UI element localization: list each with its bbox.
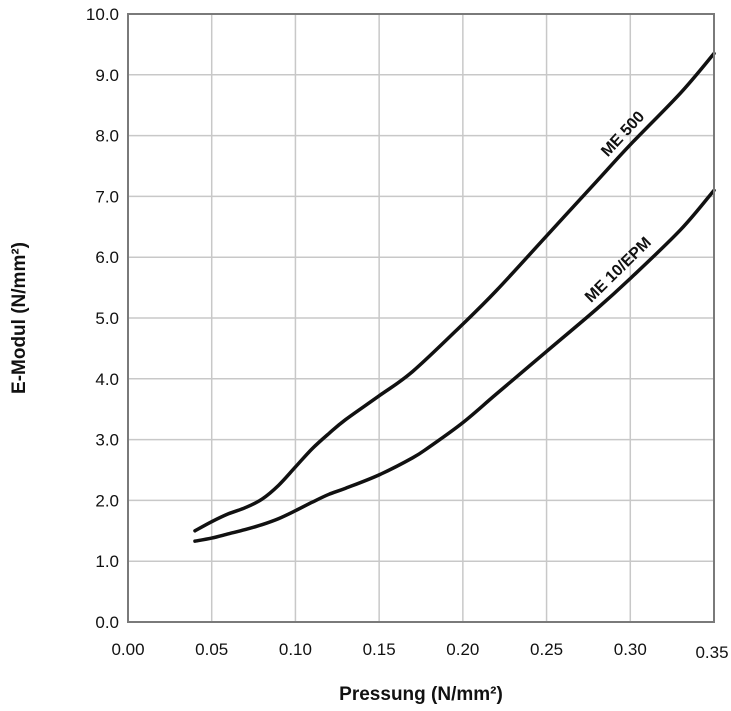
y-tick-label: 4.0 (95, 370, 119, 389)
horizontal-gridlines (128, 74, 714, 562)
x-tick-label: 0.35 (695, 643, 728, 662)
x-tick-label: 0.30 (614, 640, 647, 659)
series-line-me-500 (193, 51, 716, 533)
y-tick-label: 5.0 (95, 309, 119, 328)
series-lines (193, 51, 716, 543)
x-tick-label: 0.00 (111, 640, 144, 659)
y-tick-label: 0.0 (95, 613, 119, 632)
y-tick-label: 3.0 (95, 431, 119, 450)
y-tick-label: 2.0 (95, 491, 119, 510)
series-line-me-10-epm (193, 188, 716, 543)
y-tick-label: 1.0 (95, 552, 119, 571)
y-tick-labels: 0.0 1.0 2.0 3.0 4.0 5.0 6.0 7.0 8.0 9.0 10.0 (86, 5, 119, 632)
x-tick-label: 0.15 (363, 640, 396, 659)
y-tick-label: 6.0 (95, 248, 119, 267)
x-axis-title: Pressung (N/mm²) (339, 684, 503, 705)
plot-frame (127, 13, 715, 623)
y-axis-title: E-Modul (N/mm²) (9, 242, 30, 394)
x-tick-label: 0.25 (530, 640, 563, 659)
x-tick-label: 0.10 (279, 640, 312, 659)
series-label-me-10-epm: ME 10/EPM (582, 234, 655, 306)
x-tick-label: 0.20 (446, 640, 479, 659)
y-tick-label: 8.0 (95, 127, 119, 146)
y-tick-label: 9.0 (95, 66, 119, 85)
y-tick-label: 7.0 (95, 187, 119, 206)
y-tick-label: 10.0 (86, 5, 119, 24)
x-tick-labels: 0.00 0.05 0.10 0.15 0.20 0.25 0.30 0.35 (111, 640, 728, 662)
x-tick-label: 0.05 (195, 640, 228, 659)
